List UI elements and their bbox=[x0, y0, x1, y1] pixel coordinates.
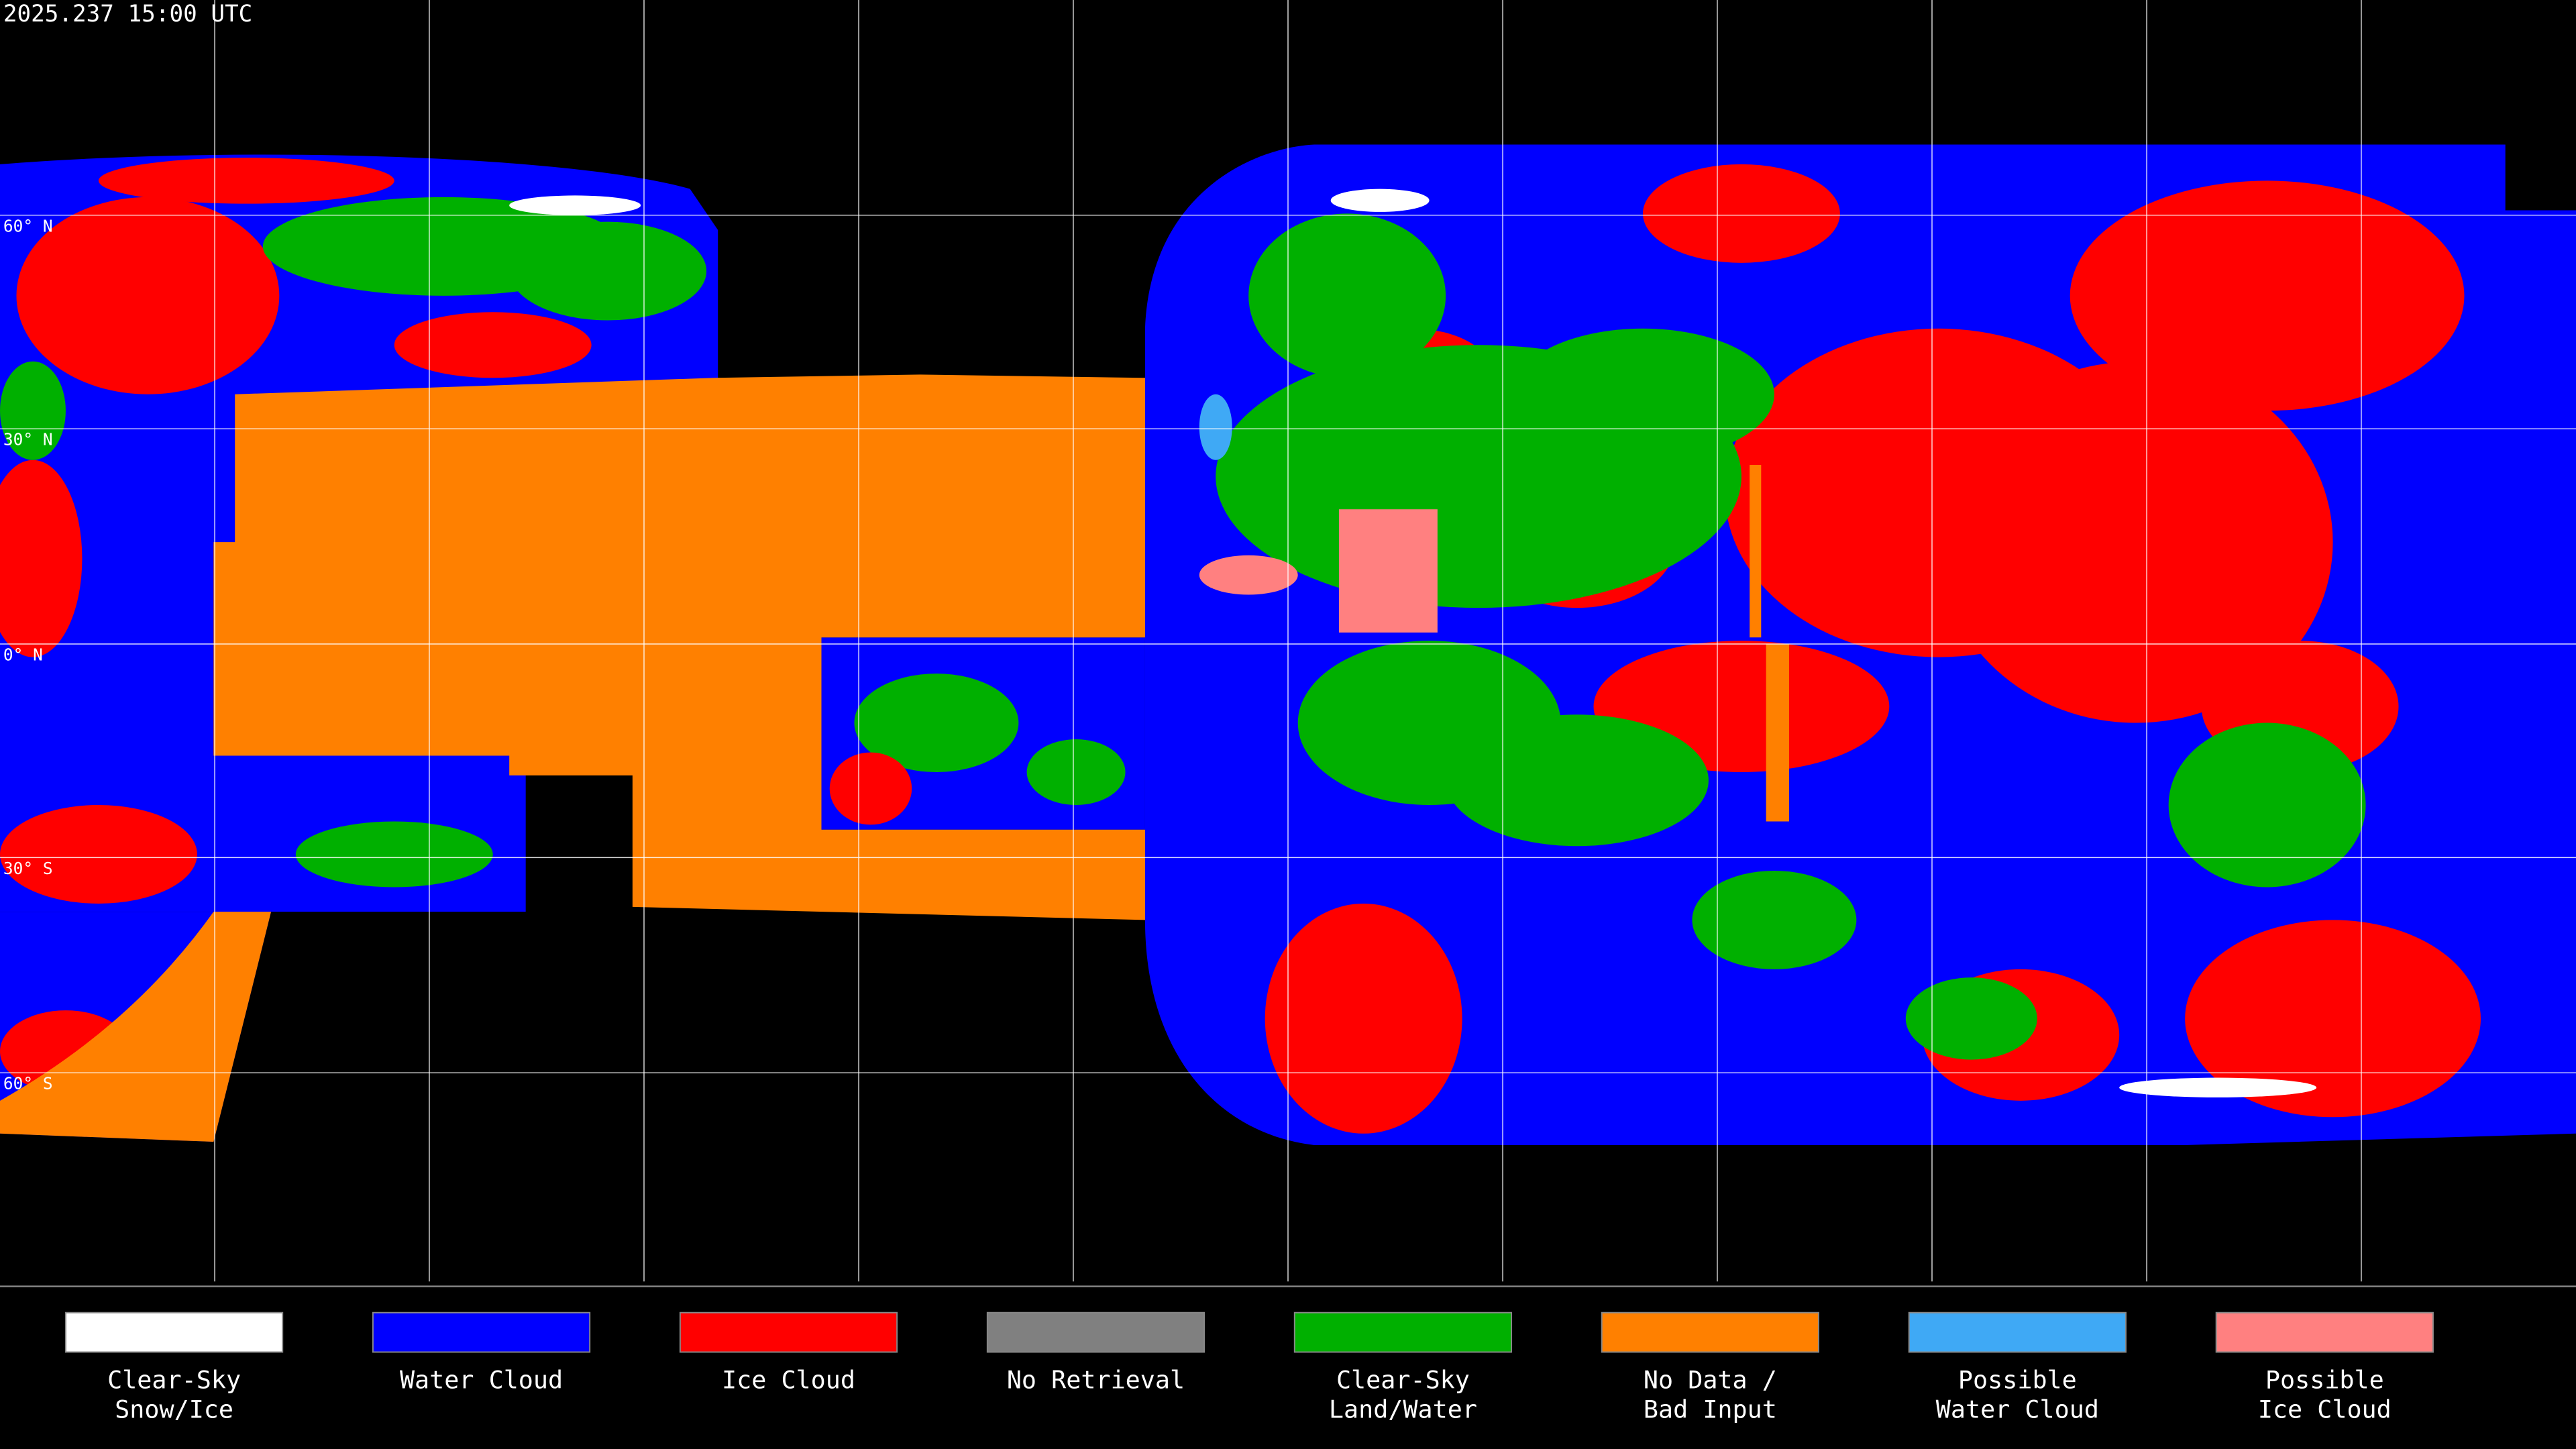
cloud-class-region bbox=[1692, 870, 1857, 969]
cloud-class-region bbox=[1938, 361, 2333, 723]
latitude-label: 60° S bbox=[3, 1074, 53, 1093]
legend-swatch bbox=[1908, 1311, 2127, 1353]
legend-label: No Retrieval bbox=[1007, 1365, 1185, 1394]
legend-label: Clear-Sky bbox=[1336, 1365, 1470, 1394]
cloud-class-region bbox=[2119, 1077, 2317, 1097]
legend-swatch bbox=[372, 1311, 591, 1353]
latitude-label: 30° N bbox=[3, 430, 53, 449]
latitude-labels: 60° N 30° N 0° N 30° S 60° S bbox=[3, 216, 53, 1093]
cloud-class-region bbox=[829, 752, 912, 825]
cloud-class-region bbox=[1330, 189, 1430, 212]
cloud-class-region bbox=[2070, 180, 2465, 411]
cloud-class-region bbox=[0, 361, 66, 460]
cloud-class-region bbox=[509, 221, 707, 321]
legend-swatch bbox=[986, 1311, 1205, 1353]
cloud-class-region bbox=[1265, 903, 1462, 1134]
cloud-class-region bbox=[0, 460, 83, 657]
cloud-class-region bbox=[1905, 977, 2037, 1060]
legend-label: Clear-Sky bbox=[107, 1365, 241, 1394]
legend-label: Bad Input bbox=[1644, 1395, 1777, 1424]
legend-label: Ice Cloud bbox=[2258, 1395, 2392, 1424]
cloud-class-region bbox=[0, 912, 272, 1142]
legend-label: Ice Cloud bbox=[722, 1365, 855, 1394]
cloud-class-region bbox=[509, 195, 641, 215]
cloud-class-region bbox=[1446, 714, 1709, 847]
cloud-class-region bbox=[0, 805, 197, 904]
cloud-class-region bbox=[394, 312, 592, 378]
legend-label: No Data / bbox=[1644, 1365, 1777, 1394]
latitude-label: 30° S bbox=[3, 859, 53, 878]
cloud-class-region bbox=[2185, 920, 2481, 1118]
graticule bbox=[0, 0, 2576, 1282]
legend-swatch bbox=[2215, 1311, 2434, 1353]
cloud-class-region bbox=[295, 821, 493, 888]
cloud-class-region bbox=[1026, 739, 1126, 805]
legend-swatch bbox=[1293, 1311, 1513, 1353]
legend-label: Possible bbox=[1958, 1365, 2077, 1394]
legend-swatch bbox=[679, 1311, 898, 1353]
cloud-class-region bbox=[1642, 164, 1840, 263]
legend-label: Possible bbox=[2265, 1365, 2384, 1394]
cloud-class-region bbox=[854, 674, 1019, 773]
cloud-class-region bbox=[1750, 465, 1762, 638]
cloud-class-region bbox=[1199, 555, 1298, 595]
cloud-class-region bbox=[1199, 394, 1232, 460]
latitude-label: 60° N bbox=[3, 216, 53, 235]
legend-label: Land/Water bbox=[1329, 1395, 1477, 1424]
cloud-class-region bbox=[98, 158, 394, 204]
legend-label: Water Cloud bbox=[400, 1365, 563, 1394]
legend-swatch bbox=[1601, 1311, 1819, 1353]
cloud-class-region bbox=[1248, 213, 1446, 378]
cloud-class-region bbox=[2168, 722, 2366, 888]
cloud-class-region bbox=[1338, 509, 1438, 633]
cloud-class-region bbox=[16, 197, 280, 394]
legend-label: Water Cloud bbox=[1936, 1395, 2099, 1424]
legend-swatch bbox=[64, 1311, 284, 1353]
cloud-class-region bbox=[1766, 644, 1789, 822]
timestamp: 2025.237 15:00 UTC bbox=[3, 1, 252, 28]
cloud-class-region bbox=[213, 374, 1145, 920]
cloud-class-region bbox=[1511, 328, 1774, 460]
latitude-label: 0° N bbox=[3, 645, 43, 664]
legend-label: Snow/Ice bbox=[115, 1395, 233, 1424]
